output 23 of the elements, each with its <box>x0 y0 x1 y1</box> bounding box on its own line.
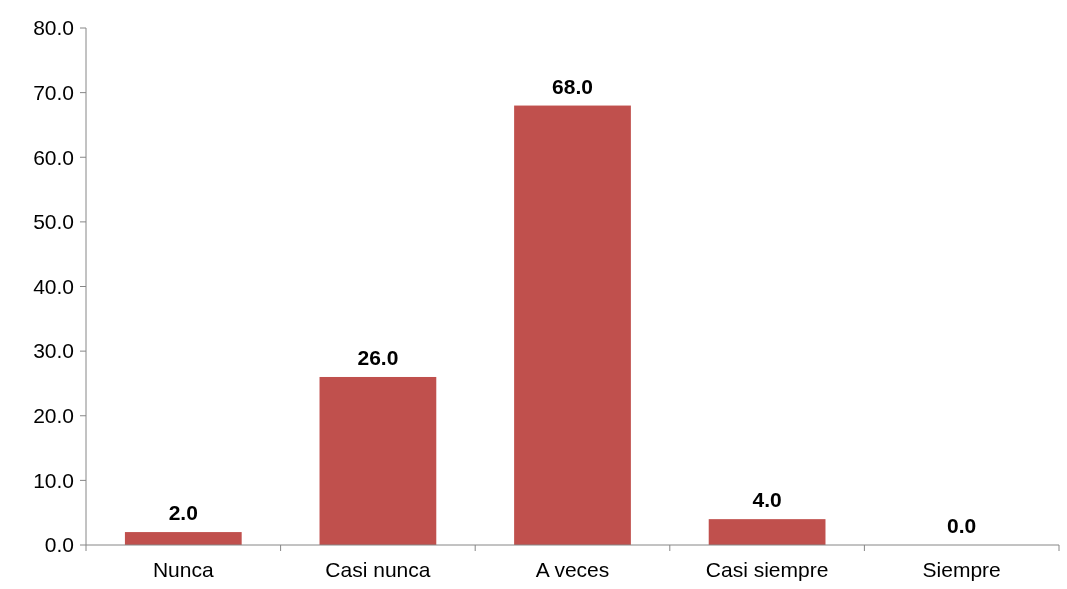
bar <box>708 519 826 545</box>
y-tick-label: 60.0 <box>33 145 74 169</box>
x-tick-label: Casi siempre <box>705 558 829 581</box>
y-tick-label: 40.0 <box>33 274 74 298</box>
data-label: 68.0 <box>552 74 593 98</box>
data-label: 4.0 <box>752 488 782 512</box>
y-tick-label: 10.0 <box>33 468 74 492</box>
bar <box>124 532 242 545</box>
y-tick-label: 80.0 <box>33 16 74 40</box>
y-tick-label: 70.0 <box>33 80 74 104</box>
y-tick-label: 50.0 <box>33 210 74 234</box>
y-tick-label: 0.0 <box>44 533 74 557</box>
data-label: 0.0 <box>947 514 977 537</box>
x-tick-label: Siempre <box>922 558 1001 581</box>
bar <box>514 105 631 545</box>
bar <box>319 376 437 545</box>
x-tick-label: Nunca <box>152 558 214 581</box>
x-tick-label: Casi nunca <box>325 558 431 581</box>
x-tick-label: A veces <box>535 558 610 581</box>
data-label: 2.0 <box>168 501 198 525</box>
y-tick-label: 30.0 <box>33 339 74 363</box>
data-label: 26.0 <box>357 345 399 369</box>
y-tick-label: 20.0 <box>33 404 74 428</box>
